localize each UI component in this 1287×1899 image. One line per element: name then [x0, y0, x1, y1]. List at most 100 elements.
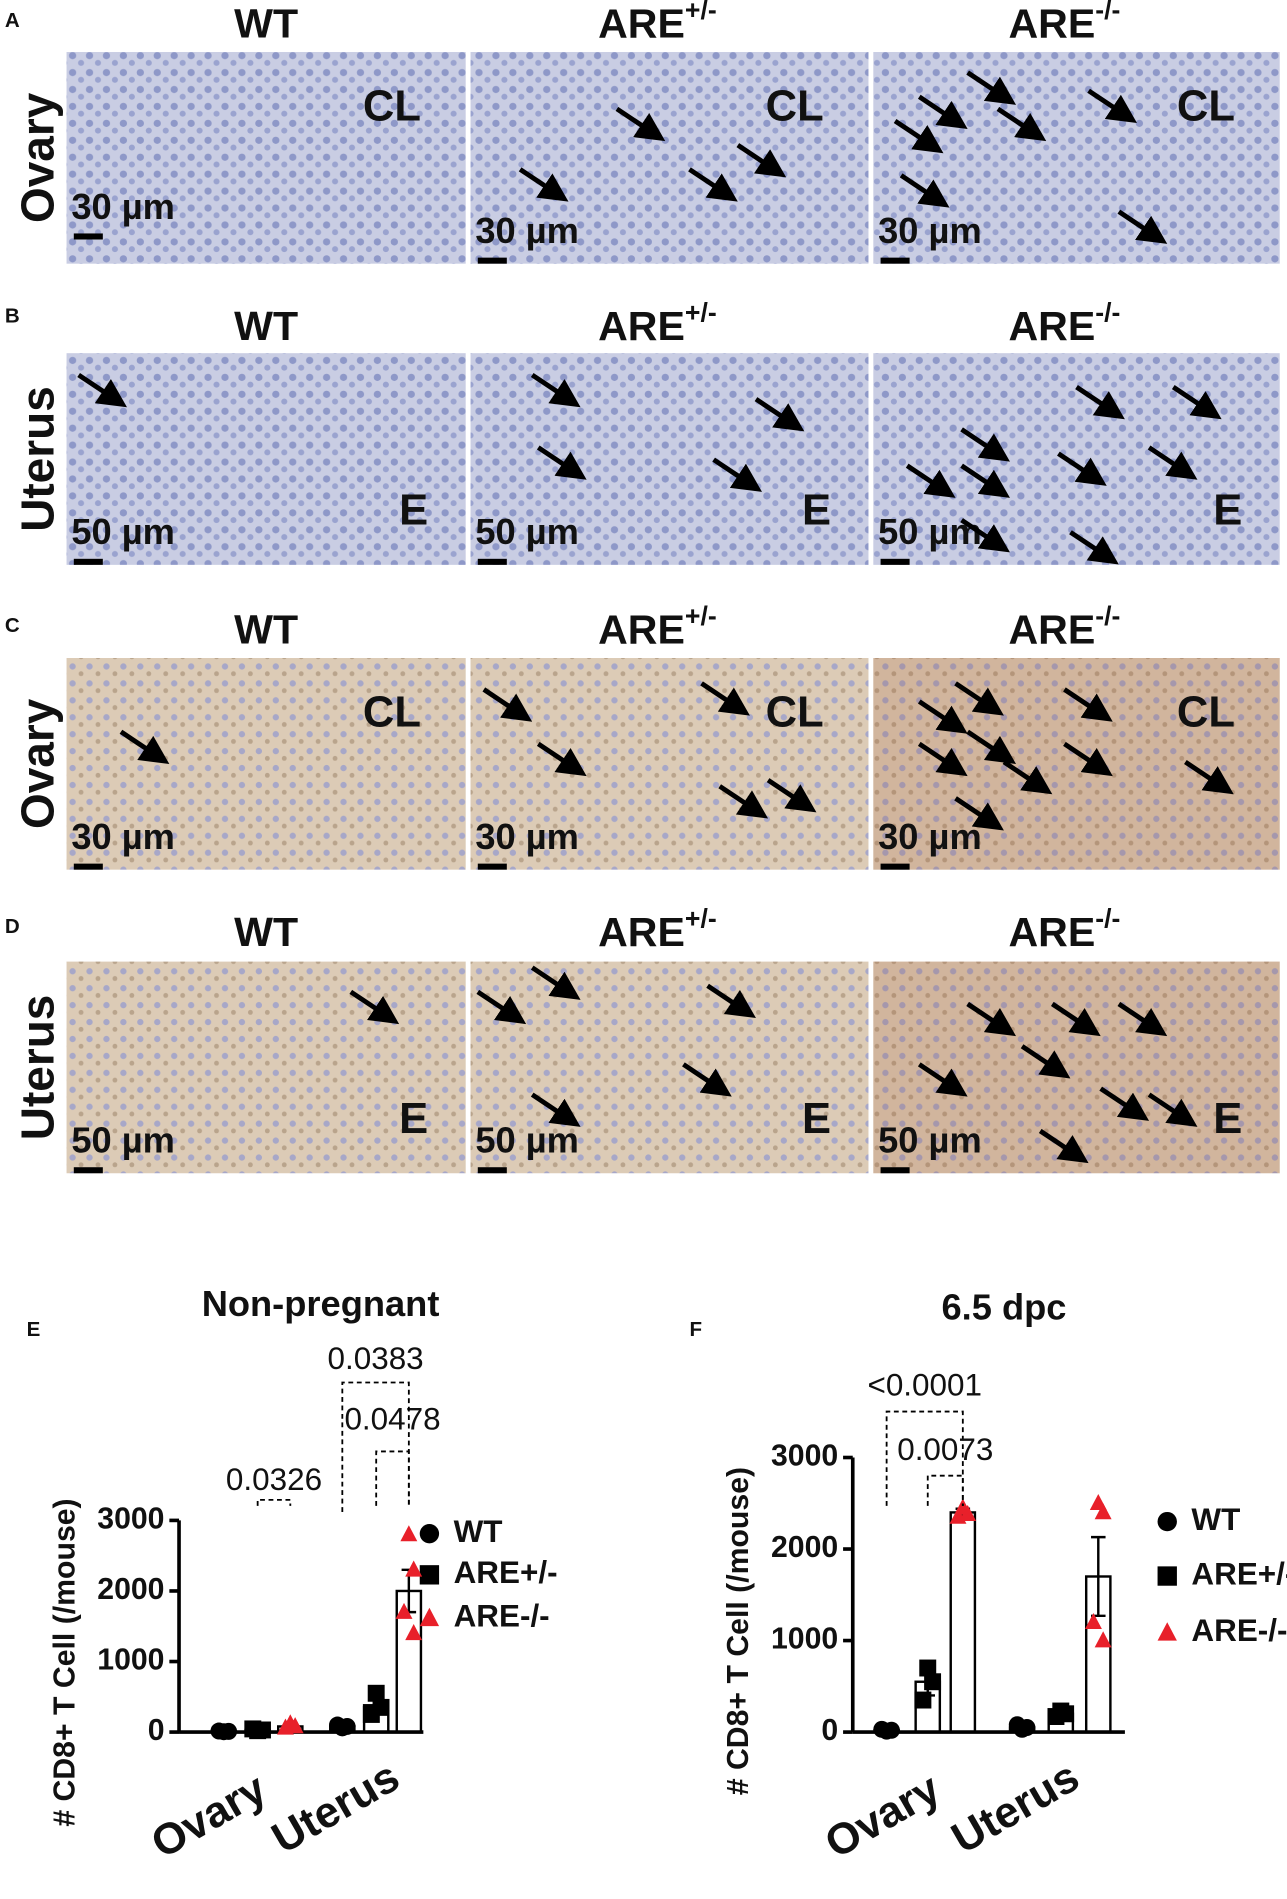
scale-bar — [880, 558, 910, 565]
legend-marker — [1157, 1566, 1177, 1586]
scale-bar-label: 30 µm — [475, 210, 579, 251]
y-tick-label: 2000 — [97, 1573, 164, 1606]
header-superscript: +/- — [685, 0, 717, 25]
arrow — [966, 729, 1017, 765]
arrow — [905, 463, 956, 498]
scale-bar-label: 30 µm — [878, 210, 982, 251]
data-point — [367, 1684, 385, 1702]
arrow — [1117, 209, 1168, 244]
arrow — [1184, 760, 1234, 795]
arrow — [1002, 760, 1053, 795]
arrow — [996, 106, 1047, 142]
arrow — [893, 118, 944, 154]
scale-bar-label: 50 µm — [71, 511, 175, 552]
panel-letter: D — [5, 915, 20, 938]
significance-bracket — [885, 1410, 964, 1506]
micrograph — [66, 657, 466, 870]
bar — [949, 1511, 977, 1734]
legend-marker — [1157, 1511, 1177, 1532]
scale-bar — [73, 1167, 103, 1174]
arrow — [1147, 1092, 1198, 1127]
legend-label: ARE+/- — [1191, 1556, 1287, 1591]
region-label: CL — [363, 82, 421, 130]
legend-marker — [419, 1524, 440, 1544]
column-header: ARE+/- — [598, 0, 717, 46]
scale-bar — [477, 863, 507, 870]
header-superscript: +/- — [685, 298, 717, 328]
arrow — [1057, 451, 1107, 486]
legend-marker — [419, 1607, 440, 1627]
arrow — [954, 681, 1004, 716]
p-value: <0.0001 — [867, 1368, 982, 1403]
arrow — [536, 741, 587, 777]
arrow — [1117, 1001, 1168, 1037]
arrow — [530, 1092, 581, 1127]
scale-bar — [477, 558, 507, 565]
chart-title: Non-pregnant — [202, 1283, 440, 1324]
scale-bar-label: 30 µm — [475, 816, 579, 857]
micrograph — [66, 961, 466, 1174]
scale-bar — [73, 233, 103, 240]
column-header: WT — [234, 909, 298, 955]
column-header: ARE-/- — [1008, 298, 1120, 349]
region-label: CL — [363, 688, 421, 736]
arrow — [1020, 1044, 1071, 1079]
header-text: ARE — [1008, 303, 1095, 349]
data-point — [395, 1602, 413, 1619]
column-header: ARE-/- — [1008, 0, 1120, 46]
micrograph — [66, 52, 466, 264]
data-point — [1084, 1612, 1102, 1630]
legend-label: WT — [1191, 1502, 1240, 1537]
micrograph — [470, 961, 869, 1174]
scale-bar — [880, 863, 910, 870]
legend-label: ARE+/- — [454, 1555, 558, 1590]
arrow — [1050, 1001, 1101, 1037]
arrow — [349, 989, 400, 1025]
significance-bracket — [341, 1381, 410, 1512]
x-tick-label: Uterus — [944, 1753, 1087, 1864]
header-superscript: +/- — [685, 904, 717, 934]
panel-letter: C — [5, 614, 20, 637]
arrow — [1087, 88, 1137, 123]
column-header: ARE+/- — [598, 904, 717, 955]
region-label: E — [802, 1095, 831, 1143]
legend-label: ARE-/- — [454, 1599, 550, 1634]
data-point — [329, 1716, 346, 1734]
arrow — [917, 741, 968, 777]
scale-bar — [73, 863, 103, 870]
scale-bar — [880, 1167, 910, 1174]
arrow — [530, 965, 581, 1000]
arrow — [1063, 741, 1113, 777]
micrograph — [470, 353, 869, 565]
arrow — [518, 167, 569, 202]
x-tick-label: Ovary — [144, 1765, 275, 1868]
header-text: WT — [234, 303, 298, 349]
legend-marker — [1157, 1622, 1177, 1641]
x-tick-label: Ovary — [817, 1765, 948, 1868]
x-tick-label: Uterus — [264, 1753, 407, 1864]
p-value: 0.0326 — [226, 1462, 322, 1497]
header-superscript: +/- — [685, 601, 717, 631]
header-text: ARE — [598, 303, 685, 349]
arrow — [706, 983, 756, 1019]
y-tick-label: 0 — [148, 1714, 165, 1747]
arrow — [682, 1062, 732, 1097]
column-header: ARE-/- — [1008, 904, 1120, 955]
header-text: WT — [234, 606, 298, 652]
significance-bracket — [926, 1474, 964, 1506]
scale-bar-label: 50 µm — [475, 1120, 579, 1161]
arrow — [754, 397, 805, 432]
significance-bracket — [256, 1498, 292, 1506]
region-label: CL — [766, 82, 824, 130]
scale-bar — [880, 257, 910, 264]
arrow — [966, 70, 1017, 105]
arrow — [1038, 1128, 1089, 1164]
panel-letter: E — [27, 1318, 41, 1341]
arrow — [960, 427, 1010, 462]
header-superscript: -/- — [1095, 298, 1120, 328]
arrow — [960, 518, 1010, 553]
arrow — [615, 106, 666, 142]
scale-bar-label: 30 µm — [71, 186, 175, 227]
tissue-label: Ovary — [11, 92, 63, 223]
